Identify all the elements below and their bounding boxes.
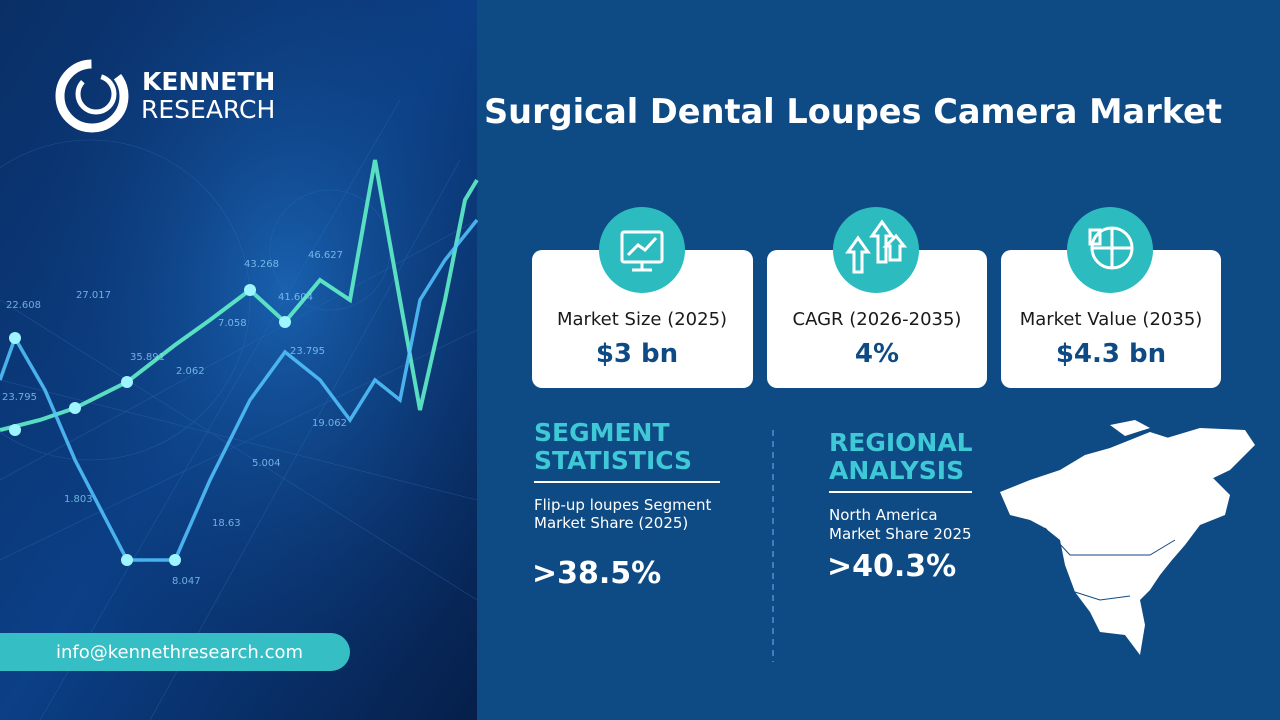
- segment-statistics: SEGMENT STATISTICS Flip-up loupes Segmen…: [532, 418, 720, 591]
- bg-label: 7.058: [218, 318, 247, 329]
- card-value: $3 bn: [596, 339, 678, 369]
- title: Surgical Dental Loupes Camera Market: [484, 92, 1222, 132]
- logo-text: RESEARCH: [141, 95, 275, 124]
- bg-label: 23.795: [2, 392, 37, 403]
- contact: info@kennethresearch.com: [0, 633, 350, 671]
- section-heading: ANALYSIS: [829, 456, 964, 485]
- card-label: CAGR (2026-2035): [793, 309, 962, 330]
- bg-label: 8.047: [172, 576, 201, 587]
- bg-label: 43.268: [244, 259, 279, 270]
- section-value: >40.3%: [827, 549, 956, 584]
- card-label: Market Value (2035): [1020, 309, 1203, 330]
- bg-label: 27.017: [76, 290, 111, 301]
- bg-label: 23.795: [290, 346, 325, 357]
- bg-label: 18.63: [212, 518, 241, 529]
- bg-label: 35.891: [130, 352, 165, 363]
- card: CAGR (2026-2035) 4%: [767, 207, 987, 388]
- bg-label: 1.803: [64, 494, 93, 505]
- section-value: >38.5%: [532, 556, 661, 591]
- card-label: Market Size (2025): [557, 309, 727, 330]
- hero-panel: 22.608 27.017 23.795 35.891 1.803 2.062 …: [0, 0, 479, 720]
- bg-label: 46.627: [308, 250, 343, 261]
- regional-analysis: REGIONAL ANALYSIS North America Market S…: [827, 428, 973, 584]
- section-heading: REGIONAL: [829, 428, 973, 457]
- section-description: Market Share (2025): [534, 514, 688, 532]
- bg-label: 22.608: [6, 300, 41, 311]
- section-heading: STATISTICS: [534, 446, 692, 475]
- card: Market Size (2025) $3 bn: [532, 207, 753, 388]
- section-heading: SEGMENT: [534, 418, 670, 447]
- card-value: $4.3 bn: [1056, 339, 1166, 369]
- section-description: North America: [829, 506, 938, 524]
- section-description: Flip-up loupes Segment: [534, 496, 711, 514]
- card-value: 4%: [855, 339, 899, 369]
- north-america-map: [1000, 420, 1255, 655]
- bg-label: 2.062: [176, 366, 205, 377]
- email: info@kennethresearch.com: [56, 642, 303, 663]
- logo: KENNETH RESEARCH: [55, 59, 275, 133]
- section-description: Market Share 2025: [829, 525, 972, 543]
- bg-label: 5.004: [252, 458, 281, 469]
- card: Market Value (2035) $4.3 bn: [1001, 207, 1221, 388]
- bg-label: 19.062: [312, 418, 347, 429]
- bg-label: 41.604: [278, 292, 313, 303]
- logo-text: KENNETH: [142, 67, 275, 96]
